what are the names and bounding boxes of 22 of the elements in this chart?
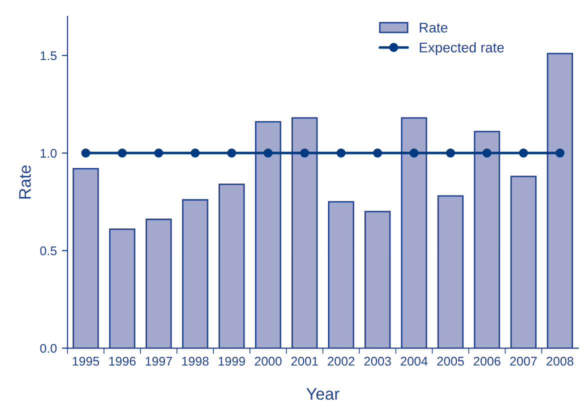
x-tick-label: 1997 (146, 356, 172, 366)
x-tick-label: 2004 (400, 356, 428, 366)
legend-label: Expected rate (420, 42, 504, 56)
legend-label: Rate (420, 22, 448, 33)
x-tick-label: 2006 (474, 356, 500, 366)
x-tick-label: 2008 (546, 356, 574, 366)
x-tick-label: 1995 (72, 356, 100, 366)
x-tick-label: 2000 (254, 356, 282, 366)
y-axis-title: Rate (19, 165, 31, 199)
x-tick-label: 1999 (218, 356, 245, 366)
x-tick-label: 2005 (437, 356, 464, 366)
y-tick-label: 0.0 (40, 344, 57, 353)
x-tick-label: 2001 (291, 356, 318, 366)
x-tick-label: 2003 (364, 356, 391, 366)
x-tick-label: 2002 (328, 356, 354, 366)
y-tick-label: 1.5 (40, 51, 57, 60)
y-tick-label: 1.0 (40, 148, 57, 158)
x-tick-label: 1998 (182, 356, 209, 366)
x-tick-label: 2007 (510, 356, 537, 366)
x-tick-label: 1996 (109, 356, 136, 366)
x-axis-title: Year (306, 388, 340, 400)
y-tick-label: 0.5 (40, 246, 57, 256)
